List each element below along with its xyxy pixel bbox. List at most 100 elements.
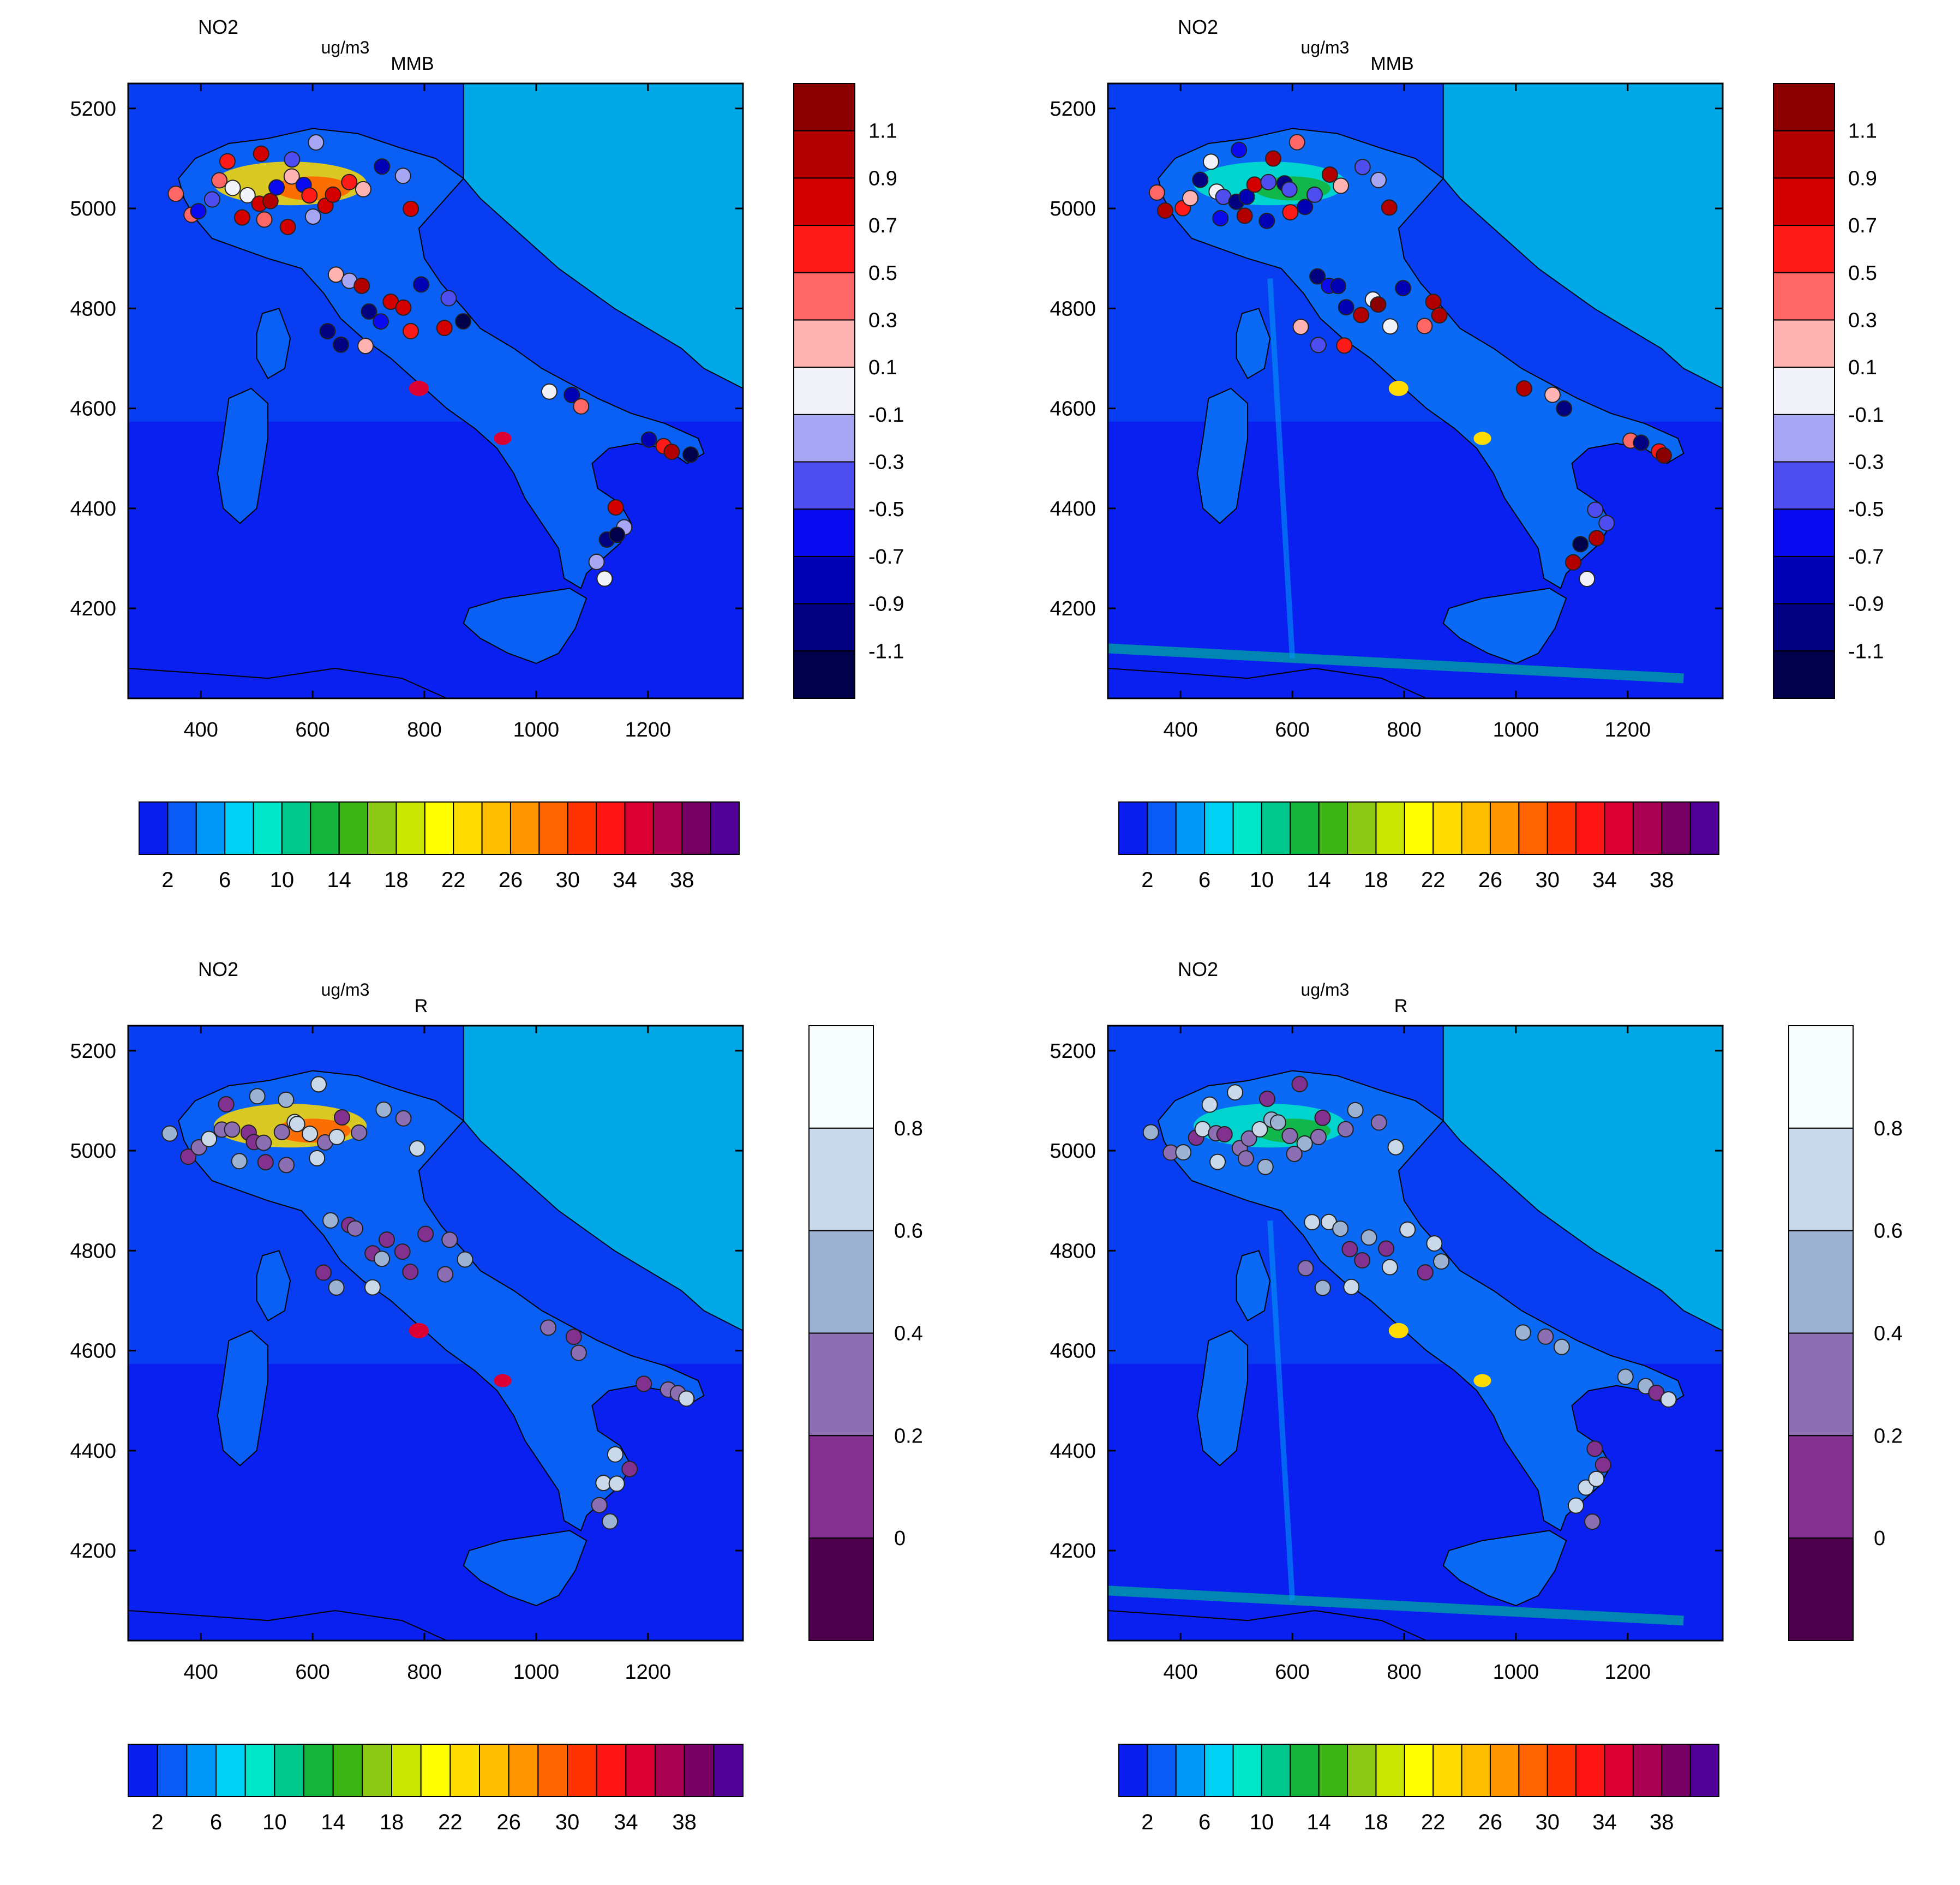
mmb-legend-label: 0.7: [868, 214, 897, 237]
station-marker: [319, 323, 336, 340]
r-legend-swatch: [1788, 1332, 1854, 1437]
colorbar-swatch: [1432, 801, 1462, 855]
station-marker: [413, 276, 430, 293]
x-tick-label: 800: [1387, 1661, 1421, 1684]
mmb-legend-swatch: [793, 367, 855, 415]
colorbar-swatch: [424, 801, 454, 855]
y-tick-label: 4200: [1050, 597, 1096, 620]
colorbar-swatch: [567, 801, 597, 855]
station-marker: [1416, 318, 1433, 334]
land-areas: [1107, 1025, 1723, 1641]
station-marker: [1238, 188, 1255, 205]
colorbar-swatch: [215, 1744, 246, 1797]
colorbar-swatch: [1461, 801, 1491, 855]
station-marker: [1565, 554, 1581, 571]
y-tick-label: 4400: [1050, 1440, 1096, 1463]
y-tick-label: 5000: [70, 198, 116, 220]
mmb-legend-swatch: [793, 130, 855, 179]
colorbar-swatch: [391, 1744, 422, 1797]
y-tick-label: 4800: [70, 297, 116, 320]
station-marker: [1314, 1279, 1331, 1296]
station-marker: [1426, 1235, 1443, 1252]
mmb-legend-swatch: [793, 555, 855, 605]
station-marker: [1182, 190, 1198, 207]
station-marker: [278, 1157, 295, 1174]
station-marker: [403, 200, 419, 217]
concentration-colorbar: 2 6 10 14 18 22 26 30 34 38: [139, 801, 740, 892]
station-marker: [1347, 1102, 1364, 1118]
station-marker: [1382, 318, 1399, 335]
mmb-legend-swatch: [1773, 414, 1835, 463]
mmb-legend-label: 0.5: [1848, 262, 1877, 285]
mmb-legend-label: 0.3: [868, 309, 897, 332]
shipping-lane: [1107, 1585, 1684, 1626]
mmb-legend-swatch: [1773, 650, 1835, 699]
station-marker: [1598, 514, 1615, 531]
panel-svg: NO2 ug/m3 MMB 400 600 800 1000 1200520050004…: [1050, 16, 1884, 892]
mmb-legend-swatch: [793, 177, 855, 226]
station-marker: [1381, 199, 1398, 216]
station-marker: [1260, 173, 1277, 190]
rome-hotspot: [409, 1323, 429, 1338]
station-marker: [1370, 171, 1387, 188]
station-marker: [1336, 337, 1353, 354]
colorbar-label: 30: [1535, 868, 1560, 892]
colorbar-label: 26: [1478, 868, 1503, 892]
station-marker: [255, 1134, 272, 1151]
colorbar-swatch: [420, 1744, 451, 1797]
map-axes: 400 600 800 1000 1200 5200 5000 4800 4600 4400 420…: [70, 83, 743, 741]
station-marker: [541, 383, 558, 400]
italy-landmass: [178, 1070, 705, 1531]
station-marker: [1258, 212, 1275, 229]
station-marker: [570, 1344, 587, 1361]
station-marker: [1309, 268, 1326, 285]
station-marker: [1236, 207, 1253, 224]
colorbar-swatch: [625, 1744, 656, 1797]
station-marker: [1192, 171, 1209, 188]
colorbar-swatch: [274, 1744, 305, 1797]
mmb-legend-swatch: [1773, 225, 1835, 273]
colorbar-swatch: [128, 1744, 158, 1797]
shipping-lane: [1267, 278, 1296, 659]
colorbar-swatch: [1518, 801, 1548, 855]
colorbar-label: 6: [219, 868, 231, 892]
colorbar-swatch: [1118, 801, 1148, 855]
station-marker: [328, 1279, 345, 1296]
corsica-landmass: [1236, 308, 1271, 379]
mmb-legend-swatch: [793, 650, 855, 699]
station-marker: [1588, 530, 1605, 547]
colorbar-label: 18: [384, 868, 409, 892]
colorbar-swatch: [281, 801, 311, 855]
colorbar-label: 26: [1478, 1810, 1503, 1834]
station-marker: [609, 526, 626, 543]
station-marker: [1286, 1145, 1303, 1162]
station-marker: [1567, 1497, 1584, 1514]
station-marker: [1514, 1324, 1531, 1341]
colorbar-label: 34: [1592, 1810, 1617, 1834]
panel-title: NO2: [1178, 958, 1218, 980]
map-panel-bottom-right: NO2 ug/m3 R 400 600 800 1000 1200 5200 5000 480…: [980, 942, 1959, 1884]
station-marker: [1257, 1158, 1274, 1175]
panel-svg: NO2 ug/m3 R 400 600 800 1000 1200 5200 5000 480…: [70, 958, 922, 1834]
y-tick-label: 4400: [70, 1440, 116, 1463]
station-marker: [1617, 1368, 1634, 1385]
concentration-colorbar: 2 6 10 14 18 22 26 30 34 38: [128, 1744, 744, 1834]
corsica-landmass: [1236, 1250, 1271, 1321]
station-marker: [1304, 1214, 1321, 1231]
colorbar-label: 6: [1198, 868, 1210, 892]
panel-title: NO2: [198, 958, 238, 980]
land-areas: [128, 1025, 744, 1641]
overlay-legend-title: R: [415, 996, 428, 1016]
units-label: ug/m3: [1301, 38, 1350, 57]
r-legend-label: 0.2: [1874, 1425, 1903, 1447]
station-marker: [231, 1153, 248, 1170]
colorbar-swatch: [1318, 1744, 1348, 1797]
station-marker: [1281, 181, 1298, 198]
x-tick-label: 1000: [513, 1661, 560, 1684]
y-tick-label: 4600: [1050, 398, 1096, 421]
overlay-legend-title: MMB: [391, 53, 434, 74]
station-marker: [1297, 1260, 1314, 1277]
colorbar-swatch: [624, 801, 654, 855]
station-marker: [1292, 319, 1309, 336]
colorbar-swatch: [1689, 801, 1719, 855]
